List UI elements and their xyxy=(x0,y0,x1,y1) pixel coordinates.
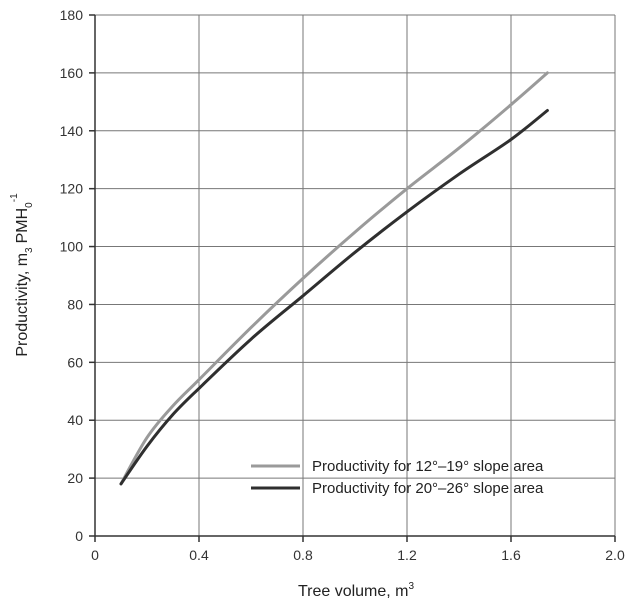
y-tick-labels: 0 20 40 60 80 100 120 140 160 180 xyxy=(60,7,84,544)
y-tick-label: 180 xyxy=(60,7,84,23)
x-tick-label: 0.8 xyxy=(293,547,313,563)
x-tick-label: 0.4 xyxy=(189,547,209,563)
y-tick-label: 80 xyxy=(67,296,83,312)
y-tick-label: 140 xyxy=(60,123,84,139)
y-tick-label: 20 xyxy=(67,470,83,486)
x-axis-title: Tree volume, m3 xyxy=(298,581,415,600)
x-tick-label: 0 xyxy=(91,547,99,563)
grid-lines xyxy=(95,14,616,536)
y-tick-label: 40 xyxy=(67,412,83,428)
x-tick-label: 1.6 xyxy=(501,547,521,563)
x-tick-label: 1.2 xyxy=(397,547,417,563)
y-tick-label: 60 xyxy=(67,354,83,370)
y-axis-title: Productivity, m3PMH0-1 xyxy=(9,193,35,357)
series-line-12-19 xyxy=(119,71,549,486)
y-tick-label: 160 xyxy=(60,65,84,81)
series-lines xyxy=(119,71,549,486)
x-tick-label: 2.0 xyxy=(605,547,625,563)
series-line-20-26 xyxy=(119,109,549,486)
y-tick-label: 100 xyxy=(60,239,84,255)
legend: Productivity for 12°–19° slope area Prod… xyxy=(251,458,544,497)
axes xyxy=(89,14,616,542)
x-tick-labels: 0 0.4 0.8 1.2 1.6 2.0 xyxy=(91,547,625,563)
y-tick-label: 0 xyxy=(75,528,83,544)
legend-label-12-19: Productivity for 12°–19° slope area xyxy=(312,458,544,475)
legend-label-20-26: Productivity for 20°–26° slope area xyxy=(312,480,544,497)
y-tick-label: 120 xyxy=(60,181,84,197)
